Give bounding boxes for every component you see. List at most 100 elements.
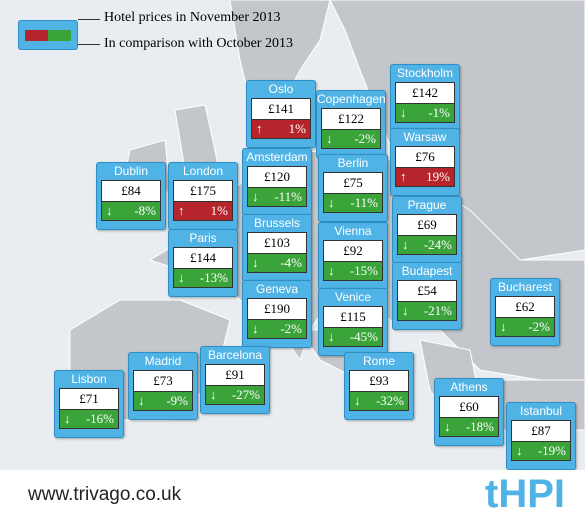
change-value: -9% — [166, 393, 188, 408]
city-price: £175 — [173, 180, 233, 202]
city-card: Warsaw £76 ↑ 19% — [390, 128, 460, 196]
city-price: £60 — [439, 396, 499, 418]
change-value: -27% — [231, 387, 260, 402]
footer-url: www.trivago.co.uk — [28, 484, 182, 505]
city-name: Brussels — [253, 216, 300, 230]
city-name: Warsaw — [403, 130, 447, 144]
legend-connector — [78, 19, 100, 20]
city-name: Berlin — [337, 156, 369, 170]
city-name: Dublin — [113, 164, 149, 178]
city-name: Budapest — [401, 264, 453, 278]
city-card: Dublin £84 ↓ -8% — [96, 162, 166, 230]
city-price: £142 — [395, 82, 455, 104]
city-card: London £175 ↑ 1% — [168, 162, 238, 230]
city-change: ↓ -1% — [395, 104, 455, 123]
city-price: £73 — [133, 370, 193, 392]
city-card: Barcelona £91 ↓ -27% — [200, 346, 270, 414]
trend-arrow: ↓ — [326, 131, 333, 146]
legend-swatch-up — [25, 30, 48, 41]
change-value: -24% — [423, 237, 452, 252]
legend-text: In comparison with October 2013 — [104, 36, 293, 51]
city-name: Vienna — [334, 224, 372, 238]
trend-arrow: ↓ — [354, 393, 361, 408]
trend-arrow: ↓ — [178, 270, 185, 285]
trend-arrow: ↓ — [328, 263, 335, 278]
city-name: Istanbul — [519, 404, 563, 418]
change-value: -11% — [274, 189, 302, 204]
change-value: -4% — [280, 255, 302, 270]
change-value: -16% — [85, 411, 114, 426]
city-price: £62 — [495, 296, 555, 318]
city-price: £120 — [247, 166, 307, 188]
legend-swatch-down — [48, 30, 71, 41]
city-change: ↓ -19% — [511, 442, 571, 461]
city-card: Copenhagen £122 ↓ -2% — [316, 90, 386, 158]
city-card: Paris £144 ↓ -13% — [168, 229, 238, 297]
city-name: Prague — [407, 198, 447, 212]
change-value: -21% — [423, 303, 452, 318]
legend-connector — [78, 44, 100, 45]
trend-arrow: ↓ — [500, 319, 507, 334]
city-card: Istanbul £87 ↓ -19% — [506, 402, 576, 470]
change-value: -32% — [375, 393, 404, 408]
footer-brand: tHPI — [485, 472, 565, 516]
trend-arrow: ↑ — [400, 169, 407, 184]
city-card: Budapest £54 ↓ -21% — [392, 262, 462, 330]
city-name: Geneva — [255, 282, 299, 296]
change-value: 19% — [426, 169, 450, 184]
city-change: ↓ -27% — [205, 386, 265, 405]
city-change: ↓ -11% — [323, 194, 383, 213]
city-card: Amsterdam £120 ↓ -11% — [242, 148, 312, 216]
city-card: Geneva £190 ↓ -2% — [242, 280, 312, 348]
city-change: ↑ 1% — [251, 120, 311, 139]
trend-arrow: ↓ — [400, 105, 407, 120]
change-value: -2% — [280, 321, 302, 336]
city-name: Amsterdam — [246, 150, 308, 164]
change-value: -15% — [349, 263, 378, 278]
footer: www.trivago.co.uk tHPI — [0, 470, 585, 523]
city-price: £190 — [247, 298, 307, 320]
change-value: -2% — [354, 131, 376, 146]
city-price: £93 — [349, 370, 409, 392]
trend-arrow: ↓ — [328, 329, 335, 344]
city-price: £54 — [397, 280, 457, 302]
city-price: £71 — [59, 388, 119, 410]
change-value: -1% — [428, 105, 450, 120]
city-card: Brussels £103 ↓ -4% — [242, 214, 312, 282]
city-card: Prague £69 ↓ -24% — [392, 196, 462, 264]
city-price: £91 — [205, 364, 265, 386]
city-price: £75 — [323, 172, 383, 194]
trend-arrow: ↓ — [516, 443, 523, 458]
city-change: ↓ -21% — [397, 302, 457, 321]
city-name: Lisbon — [71, 372, 107, 386]
city-change: ↓ -2% — [495, 318, 555, 337]
city-change: ↓ -16% — [59, 410, 119, 429]
city-price: £115 — [323, 306, 383, 328]
city-change: ↓ -32% — [349, 392, 409, 411]
city-price: £144 — [173, 247, 233, 269]
city-name: London — [182, 164, 224, 178]
trend-arrow: ↓ — [252, 189, 259, 204]
city-price: £87 — [511, 420, 571, 442]
trend-arrow: ↓ — [402, 237, 409, 252]
city-name: Copenhagen — [317, 92, 385, 106]
city-card: Lisbon £71 ↓ -16% — [54, 370, 124, 438]
city-name: Madrid — [144, 354, 182, 368]
trend-arrow: ↓ — [64, 411, 71, 426]
city-card: Athens £60 ↓ -18% — [434, 378, 504, 446]
city-card: Vienna £92 ↓ -15% — [318, 222, 388, 290]
city-card: Stockholm £142 ↓ -1% — [390, 64, 460, 132]
city-price: £92 — [323, 240, 383, 262]
city-change: ↓ -2% — [321, 130, 381, 149]
change-value: -18% — [465, 419, 494, 434]
city-change: ↓ -45% — [323, 328, 383, 347]
change-value: -2% — [528, 319, 550, 334]
trend-arrow: ↓ — [210, 387, 217, 402]
city-card: Berlin £75 ↓ -11% — [318, 154, 388, 222]
city-card: Madrid £73 ↓ -9% — [128, 352, 198, 420]
trend-arrow: ↓ — [252, 255, 259, 270]
city-change: ↓ -11% — [247, 188, 307, 207]
city-change: ↓ -2% — [247, 320, 307, 339]
city-card: Bucharest £62 ↓ -2% — [490, 278, 560, 346]
